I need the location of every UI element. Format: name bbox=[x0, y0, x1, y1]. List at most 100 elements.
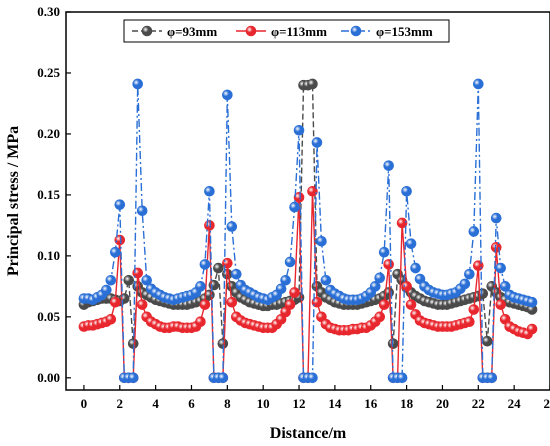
data-point bbox=[307, 185, 318, 197]
series-1 bbox=[78, 78, 538, 349]
data-point bbox=[387, 338, 399, 349]
data-point bbox=[275, 283, 287, 295]
legend-marker bbox=[350, 25, 362, 37]
x-tick-label: 0 bbox=[81, 396, 88, 411]
series-layer bbox=[78, 78, 538, 384]
plot-frame bbox=[65, 11, 550, 391]
data-point bbox=[374, 311, 386, 323]
data-point bbox=[226, 296, 238, 308]
data-point bbox=[141, 274, 152, 286]
data-point bbox=[495, 299, 507, 310]
y-axis: 0.00 0.05 0.10 0.15 0.20 0.25 0.30 bbox=[37, 4, 71, 385]
data-point bbox=[213, 262, 224, 274]
data-point bbox=[204, 185, 215, 197]
legend: φ=93mm φ=113mm φ=153mm bbox=[123, 19, 450, 43]
y-tick-label: 0.20 bbox=[37, 126, 60, 141]
legend-box bbox=[123, 19, 450, 43]
x-tick-label: 2 bbox=[117, 396, 124, 411]
x-tick-label: 8 bbox=[224, 396, 231, 411]
y-tick-label: 0.00 bbox=[37, 370, 60, 385]
data-point bbox=[195, 281, 206, 292]
x-tick-label: 16 bbox=[364, 396, 378, 411]
data-point bbox=[199, 299, 211, 310]
data-point bbox=[114, 234, 126, 246]
data-point bbox=[195, 316, 206, 328]
y-tick-label: 0.15 bbox=[37, 187, 60, 202]
data-point bbox=[118, 293, 130, 304]
data-point bbox=[105, 313, 117, 325]
data-point bbox=[222, 257, 233, 269]
data-point bbox=[280, 274, 291, 286]
data-point bbox=[405, 299, 417, 310]
data-point bbox=[499, 281, 511, 292]
data-point bbox=[374, 272, 386, 284]
series-line bbox=[83, 83, 533, 379]
data-point bbox=[289, 201, 300, 213]
data-point bbox=[204, 220, 215, 231]
data-point bbox=[307, 372, 318, 384]
data-point bbox=[410, 262, 421, 274]
data-point bbox=[468, 226, 480, 237]
data-point bbox=[123, 274, 135, 286]
data-point bbox=[284, 256, 296, 268]
data-point bbox=[378, 299, 390, 310]
data-point bbox=[526, 296, 538, 308]
data-point bbox=[383, 259, 394, 270]
data-point bbox=[311, 137, 323, 148]
data-point bbox=[105, 274, 117, 286]
data-point bbox=[401, 185, 412, 197]
data-point bbox=[217, 372, 229, 384]
data-point bbox=[293, 124, 305, 136]
legend-label: φ=153mm bbox=[376, 24, 433, 39]
data-point bbox=[396, 217, 408, 229]
x-tick-label: 12 bbox=[293, 396, 306, 411]
data-point bbox=[226, 221, 238, 232]
data-point bbox=[136, 205, 148, 217]
legend-label: φ=113mm bbox=[271, 24, 327, 39]
x-tick-label: 18 bbox=[400, 396, 414, 411]
data-point bbox=[468, 304, 480, 315]
y-tick-label: 0.30 bbox=[37, 4, 60, 19]
x-tick-label: 4 bbox=[152, 396, 159, 411]
data-point bbox=[230, 268, 242, 280]
x-tick-label: 22 bbox=[472, 396, 485, 411]
data-point bbox=[464, 268, 475, 280]
data-point bbox=[222, 89, 233, 101]
data-point bbox=[495, 262, 507, 274]
data-point bbox=[472, 260, 484, 271]
legend-marker bbox=[141, 25, 153, 37]
y-axis-title: Principal stress / MPa bbox=[5, 126, 22, 276]
data-point bbox=[472, 78, 484, 90]
x-tick-label: 26 bbox=[544, 396, 550, 411]
data-point bbox=[132, 78, 144, 90]
data-point bbox=[284, 299, 296, 310]
data-point bbox=[293, 192, 305, 203]
legend-marker bbox=[245, 25, 257, 37]
x-axis: 02468101214161820222426 bbox=[81, 385, 550, 411]
data-point bbox=[199, 259, 211, 270]
y-tick-label: 0.05 bbox=[37, 309, 60, 324]
data-point bbox=[459, 278, 471, 290]
data-point bbox=[486, 372, 498, 384]
data-point bbox=[114, 199, 126, 210]
data-point bbox=[405, 238, 417, 249]
x-tick-label: 6 bbox=[188, 396, 195, 411]
y-tick-label: 0.10 bbox=[37, 248, 60, 263]
x-tick-label: 14 bbox=[328, 396, 342, 411]
data-point bbox=[320, 274, 332, 286]
y-tick-label: 0.25 bbox=[37, 65, 60, 80]
data-point bbox=[396, 372, 408, 384]
data-point bbox=[481, 335, 493, 347]
data-point bbox=[526, 323, 538, 335]
data-point bbox=[477, 288, 489, 299]
x-axis-title: Distance/m bbox=[270, 425, 347, 442]
data-point bbox=[369, 281, 381, 292]
data-point bbox=[109, 296, 121, 308]
data-point bbox=[378, 246, 390, 258]
data-point bbox=[401, 281, 412, 292]
data-point bbox=[307, 78, 318, 90]
x-tick-label: 20 bbox=[436, 396, 449, 411]
series-3 bbox=[78, 78, 538, 384]
data-point bbox=[109, 246, 121, 258]
